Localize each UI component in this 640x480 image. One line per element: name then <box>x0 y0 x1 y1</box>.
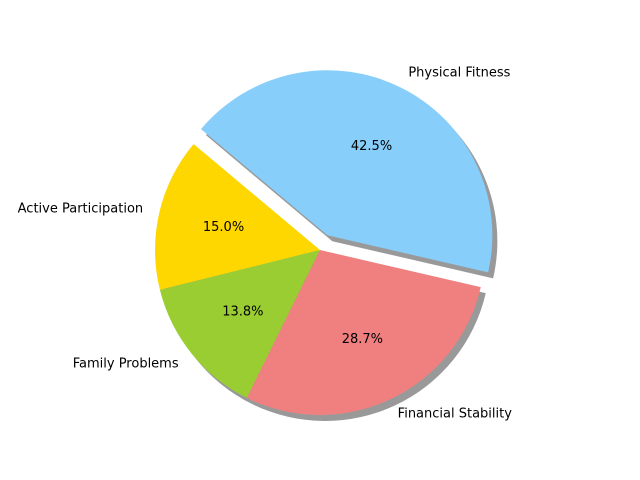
percent-label-family-problems: 13.8% <box>222 305 263 320</box>
slice-financial-stability <box>246 250 481 415</box>
slice-family-problems <box>159 250 320 398</box>
percent-label-financial-stability: 28.7% <box>342 332 383 347</box>
pie-slices <box>154 70 493 415</box>
slice-label-physical-fitness: Physical Fitness <box>408 65 510 80</box>
slice-active-participation <box>154 143 320 290</box>
slice-label-financial-stability: Financial Stability <box>398 407 513 422</box>
slice-label-family-problems: Family Problems <box>73 356 179 371</box>
percent-label-physical-fitness: 42.5% <box>351 139 392 154</box>
slice-label-active-participation: Active Participation <box>18 202 144 217</box>
slice-physical-fitness <box>200 70 493 273</box>
percent-labels: 15.0% 13.8% 28.7% 42.5% <box>203 139 392 347</box>
slice-labels: Active Participation Family Problems Finan… <box>18 65 513 421</box>
percent-label-active-participation: 15.0% <box>203 220 244 235</box>
